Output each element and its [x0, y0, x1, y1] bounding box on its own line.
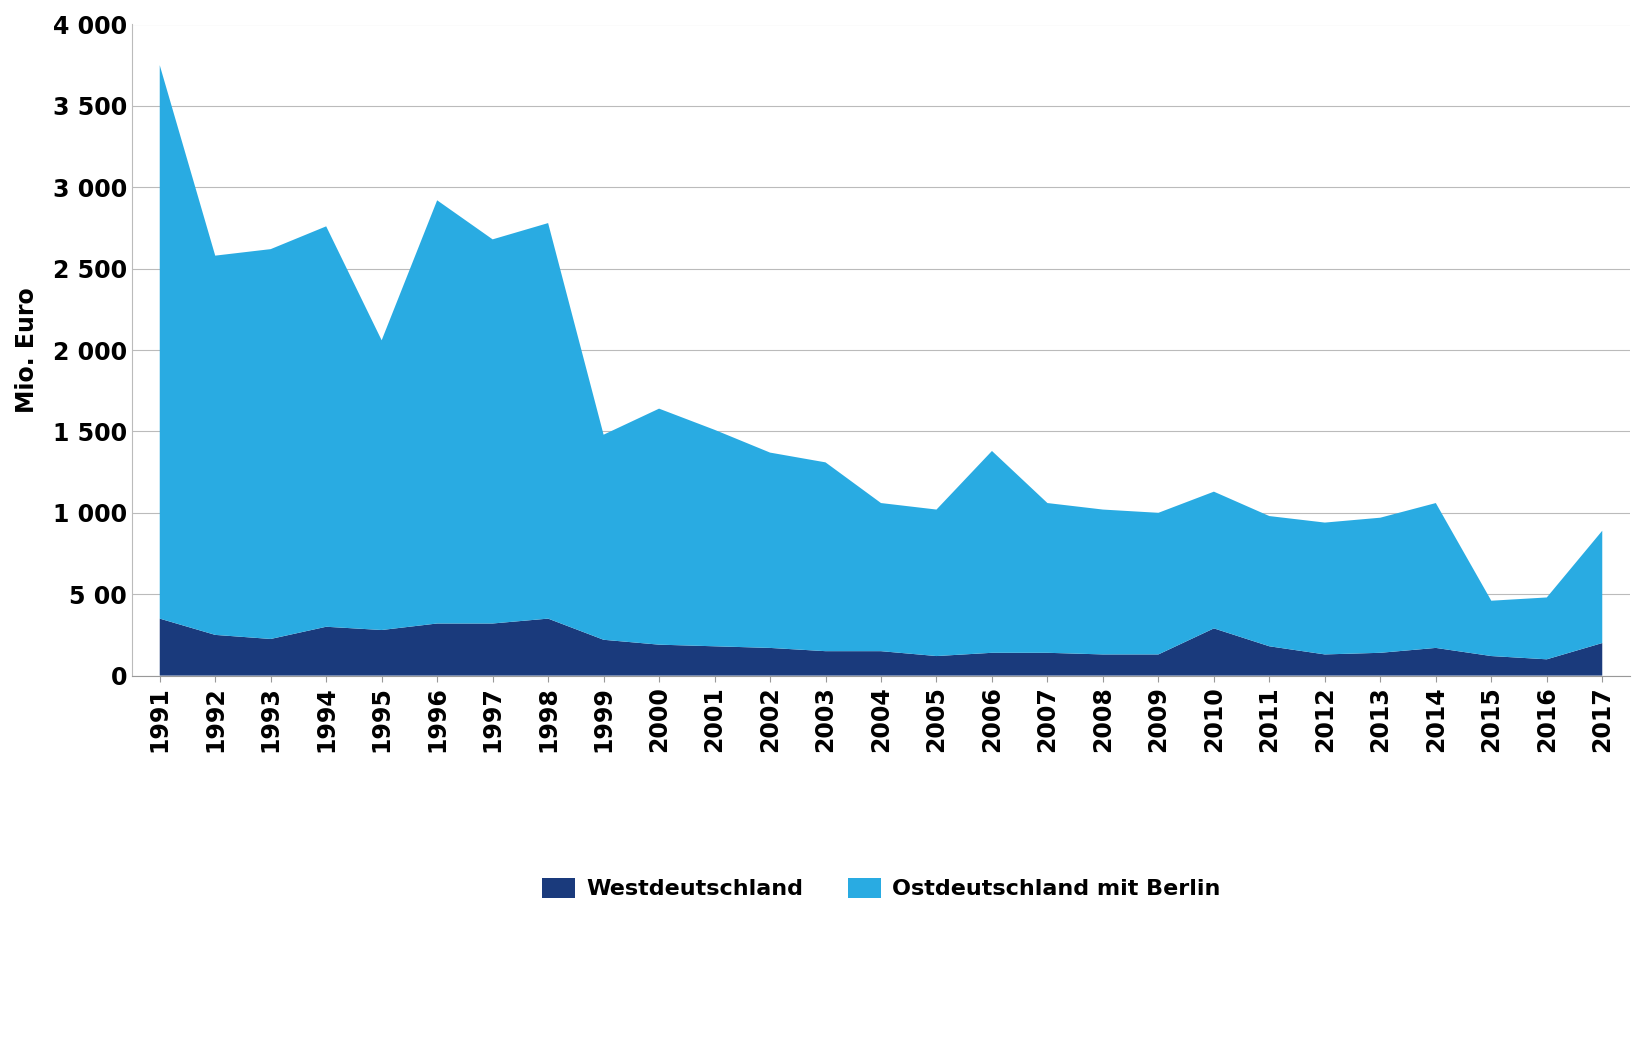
Y-axis label: Mio. Euro: Mio. Euro	[15, 287, 39, 413]
Legend: Westdeutschland, Ostdeutschland mit Berlin: Westdeutschland, Ostdeutschland mit Berl…	[533, 869, 1229, 908]
